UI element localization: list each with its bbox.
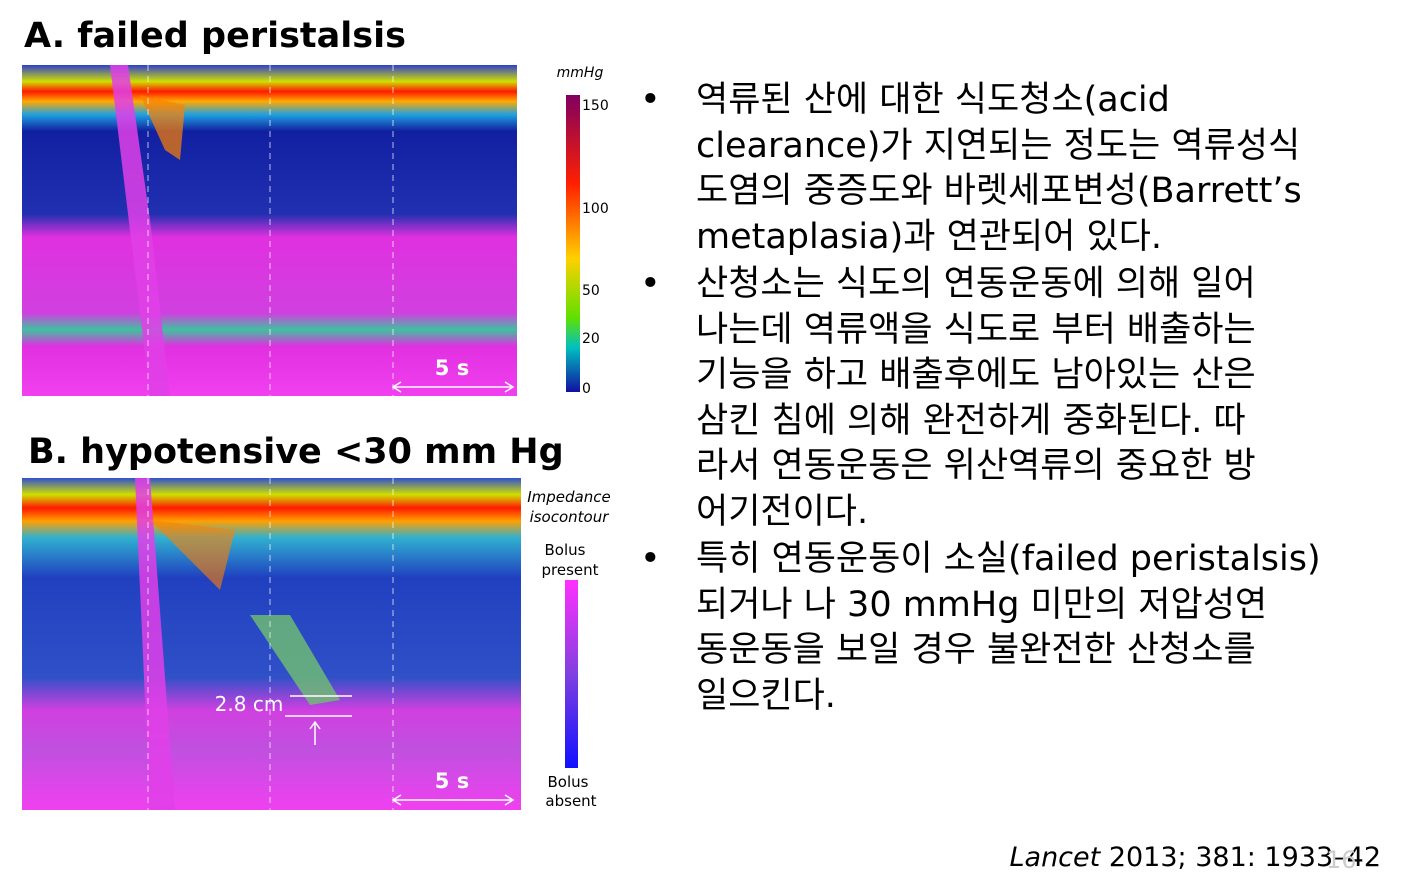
- scale-arrows: [285, 381, 515, 806]
- bullet-line: 도염의 중증도와 바렛세포변성(Barrett’s: [696, 171, 1302, 211]
- bolus-contour: [250, 615, 340, 705]
- scale-tick-label: 0: [582, 381, 591, 397]
- panel-b-title: B. hypotensive <30 mm Hg: [28, 432, 564, 472]
- citation-details: 2013; 381: 1933–42: [1100, 842, 1381, 873]
- legend-label: Bolus: [548, 773, 589, 791]
- bullet-line: 산청소는 식도의 연동운동에 의해 일어: [696, 264, 1256, 304]
- bullet-line: 되거나 나 30 mmHg 미만의 저압성연: [696, 584, 1268, 625]
- swallow-band: [110, 65, 170, 396]
- bullet-line: 특히 연동운동이 소실(failed peristalsis): [696, 539, 1321, 579]
- bullet-line: metaplasia)과 연관되어 있다.: [696, 216, 1163, 257]
- distance-label: 2.8 cm: [215, 692, 284, 716]
- grid-lines: [147, 65, 394, 810]
- bullet: 특히 연동운동이 소실(failed peristalsis) 되거나 나 30 …: [640, 537, 1380, 719]
- bullet-line: 어기전이다.: [696, 491, 869, 532]
- scale-unit: mmHg: [557, 65, 604, 81]
- panel-a-title: A. failed peristalsis: [24, 16, 406, 56]
- bullet-list: 역류된 산에 대한 식도청소(acid clearance)가 지연되는 정도는 …: [640, 78, 1380, 721]
- colorbar: [565, 580, 578, 768]
- legend-title: isocontour: [530, 508, 610, 526]
- legend-title: Impedance: [527, 488, 610, 506]
- bullet: 역류된 산에 대한 식도청소(acid clearance)가 지연되는 정도는 …: [640, 78, 1380, 260]
- bullet-line: 라서 연동운동은 위산역류의 중요한 방: [696, 446, 1256, 486]
- legend-label: Bolus: [545, 541, 586, 559]
- scale-tick-label: 20: [582, 331, 600, 347]
- contraction: [140, 95, 185, 160]
- bullet-line: 일으킨다.: [696, 675, 836, 716]
- bullet-line: 삼킨 침에 의해 완전하게 중화된다. 따: [696, 400, 1246, 441]
- bullet-line: 역류된 산에 대한 식도청소(acid: [696, 80, 1170, 120]
- colorbar: [566, 95, 580, 392]
- time-label: 5 s: [435, 769, 469, 793]
- contraction: [150, 520, 235, 590]
- scale-tick-label: 100: [582, 201, 609, 217]
- legend-label: absent: [545, 792, 596, 810]
- bullet-line: clearance)가 지연되는 정도는 역류성식: [696, 125, 1301, 166]
- swallow-band: [135, 478, 175, 810]
- scale-tick-label: 50: [582, 283, 600, 299]
- citation: Lancet 2013; 381: 1933–42: [1009, 842, 1381, 873]
- bullet-line: 기능을 하고 배출후에도 남아있는 산은: [696, 355, 1256, 395]
- citation-journal: Lancet: [1009, 842, 1101, 873]
- scale-tick-label: 150: [582, 98, 609, 114]
- figures: 5 s 5 s 2.8 cm mmHg 150 100 50 20 0 Impedanc…: [22, 65, 611, 810]
- legend-label: present: [541, 561, 598, 579]
- bullet-line: 동운동을 보일 경우 불완전한 산청소를: [696, 630, 1256, 670]
- page-number: 16: [1326, 846, 1357, 874]
- time-label: 5 s: [435, 356, 469, 380]
- bullet-line: 나는데 역류액을 식도로 부터 배출하는: [696, 309, 1256, 350]
